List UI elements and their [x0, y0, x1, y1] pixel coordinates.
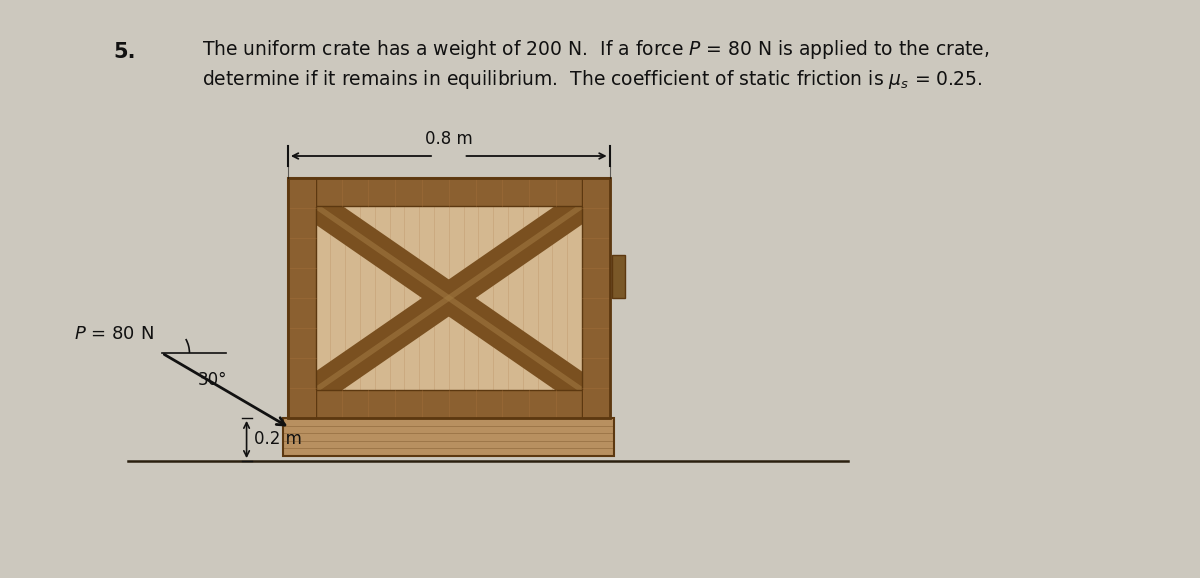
Text: determine if it remains in equilibrium.  The coefficient of static friction is $: determine if it remains in equilibrium. …	[202, 68, 983, 91]
Bar	[288, 178, 610, 418]
Bar	[288, 390, 610, 418]
Text: 0.8 m: 0.8 m	[425, 130, 473, 148]
Text: $P$ = 80 N: $P$ = 80 N	[74, 325, 154, 343]
Text: The uniform crate has a weight of 200 N.  If a force $P$ = 80 N is applied to th: The uniform crate has a weight of 200 N.…	[202, 38, 990, 61]
Text: 5.: 5.	[114, 42, 136, 62]
Text: 0.2 m: 0.2 m	[254, 431, 302, 449]
Bar	[612, 255, 625, 298]
Bar	[582, 178, 610, 418]
Text: 30°: 30°	[197, 371, 227, 389]
Bar	[288, 178, 610, 206]
Bar	[288, 178, 610, 418]
Bar	[316, 206, 582, 390]
Bar	[283, 418, 614, 456]
Bar	[288, 178, 316, 418]
